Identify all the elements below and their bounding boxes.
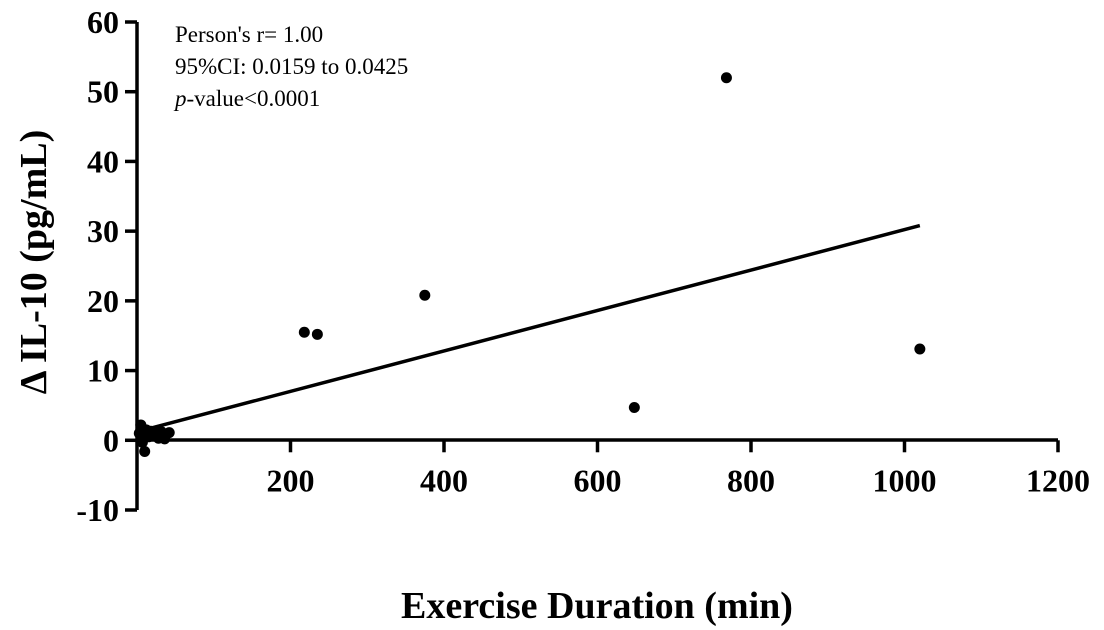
y-tick-label: 0 [103, 422, 119, 458]
data-point-3 [139, 445, 151, 457]
x-tick-label: 800 [727, 462, 775, 498]
annotation-pvalue: p-value<0.0001 [173, 86, 320, 111]
points-layer [133, 72, 926, 457]
regression-line [138, 223, 921, 433]
annotation-ci: 95%CI: 0.0159 to 0.0425 [175, 54, 408, 79]
x-tick-label: 1000 [873, 462, 937, 498]
x-axis-title: Exercise Duration (min) [401, 585, 793, 627]
y-tick-label: -10 [76, 492, 119, 528]
y-tick-label: 40 [87, 143, 119, 179]
y-tick-label: 60 [87, 4, 119, 40]
y-axis-title: Δ IL-10 (pg/mL) [13, 130, 55, 395]
x-tick-label: 200 [267, 462, 315, 498]
y-tick-label: 20 [87, 283, 119, 319]
annotation-correlation: Person's r= 1.00 [175, 22, 323, 47]
data-point-17 [720, 72, 732, 84]
data-point-15 [419, 289, 431, 301]
x-tick-label: 400 [420, 462, 468, 498]
data-point-13 [298, 326, 310, 338]
x-tick-label: 1200 [1026, 462, 1090, 498]
annotation-pvalue-text: -value<0.0001 [187, 86, 321, 111]
data-point-18 [914, 343, 926, 355]
x-ticks-layer: 200 400 600 800 1000 1200 [267, 440, 1090, 498]
y-tick-label: 30 [87, 213, 119, 249]
y-tick-label: 10 [87, 353, 119, 389]
annotation-block: Person's r= 1.00 95%CI: 0.0159 to 0.0425… [173, 22, 408, 111]
axes-layer [135, 22, 1058, 510]
data-point-14 [311, 328, 323, 340]
data-point-12 [163, 427, 175, 439]
fit-line-layer [138, 223, 921, 433]
y-ticks-layer: -10 0 10 20 30 40 50 60 [76, 4, 137, 528]
annotation-pvalue-prefix: p [173, 86, 187, 111]
x-tick-label: 600 [574, 462, 622, 498]
data-point-16 [628, 402, 640, 414]
y-tick-label: 50 [87, 74, 119, 110]
